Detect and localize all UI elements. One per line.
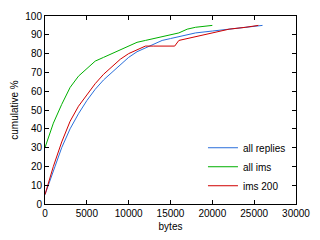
svg-text:30000: 30000 xyxy=(282,208,310,219)
svg-text:70: 70 xyxy=(31,67,43,78)
svg-text:5000: 5000 xyxy=(76,208,99,219)
svg-text:cumulative %: cumulative % xyxy=(9,80,20,140)
svg-text:40: 40 xyxy=(31,123,43,134)
svg-text:15000: 15000 xyxy=(157,208,185,219)
svg-text:80: 80 xyxy=(31,48,43,59)
svg-text:20000: 20000 xyxy=(198,208,226,219)
svg-text:all replies: all replies xyxy=(243,143,285,154)
svg-text:bytes: bytes xyxy=(159,221,183,232)
svg-text:60: 60 xyxy=(31,86,43,97)
svg-text:20: 20 xyxy=(31,161,43,172)
svg-text:90: 90 xyxy=(31,29,43,40)
svg-text:ims 200: ims 200 xyxy=(243,181,278,192)
svg-text:50: 50 xyxy=(31,105,43,116)
svg-text:all ims: all ims xyxy=(243,162,271,173)
svg-text:25000: 25000 xyxy=(240,208,268,219)
svg-text:30: 30 xyxy=(31,142,43,153)
svg-text:100: 100 xyxy=(25,11,42,22)
svg-text:0: 0 xyxy=(42,208,48,219)
svg-text:0: 0 xyxy=(36,199,42,210)
svg-text:10: 10 xyxy=(31,180,43,191)
svg-text:10000: 10000 xyxy=(115,208,143,219)
